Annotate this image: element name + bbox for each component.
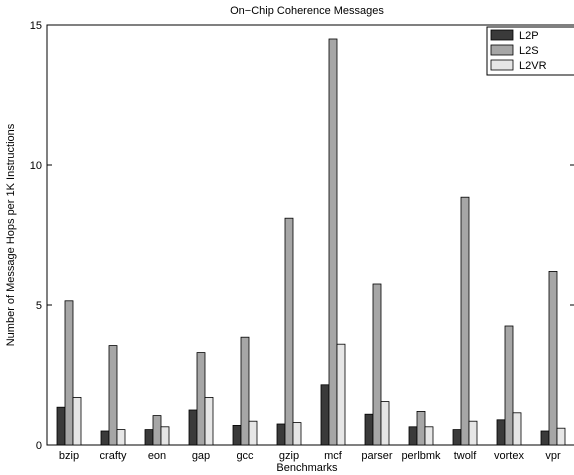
y-tick-label: 5: [36, 300, 42, 312]
bar-l2p-gzip: [276, 423, 286, 446]
bar-l2p-vortex: [496, 419, 506, 446]
legend-swatch-l2vr: [490, 59, 514, 71]
bar-l2s-parser: [372, 283, 382, 446]
x-axis-label: Benchmarks: [276, 462, 338, 474]
plot-area-frame: [46, 24, 574, 446]
bar-l2s-twolf: [460, 196, 470, 446]
bar-l2vr-gzip: [292, 422, 302, 446]
bar-l2p-crafty: [100, 430, 110, 446]
bar-l2s-gap: [196, 352, 206, 446]
x-tick-label: vpr: [545, 450, 561, 462]
bar-l2vr-vpr: [556, 427, 566, 446]
x-tick-label: gap: [192, 450, 210, 462]
bar-l2p-bzip: [56, 406, 66, 446]
bar-l2vr-vortex: [512, 412, 522, 446]
bar-l2s-bzip: [64, 300, 74, 446]
bar-l2vr-crafty: [116, 429, 126, 446]
bar-l2s-eon: [152, 415, 162, 446]
x-tick-label: twolf: [454, 450, 478, 462]
bar-l2vr-perlbmk: [424, 426, 434, 446]
bar-l2s-crafty: [108, 345, 118, 446]
x-tick-label: eon: [148, 450, 166, 462]
bar-l2p-gcc: [232, 424, 242, 446]
bar-l2vr-twolf: [468, 420, 478, 446]
bar-l2s-vpr: [548, 270, 558, 446]
legend-swatch-l2s: [490, 44, 514, 56]
y-tick-label: 0: [36, 440, 42, 452]
legend-label-l2vr: L2VR: [519, 60, 547, 72]
y-axis: 0 5 10 15: [30, 20, 574, 452]
bar-l2p-parser: [364, 413, 374, 446]
bar-l2vr-mcf: [336, 343, 346, 446]
bar-l2p-vpr: [540, 430, 550, 446]
bar-marks: [56, 38, 566, 446]
x-tick-label: vortex: [494, 450, 524, 462]
x-axis: bzip crafty eon gap gcc gzip mcf parser perlbmk t…: [59, 450, 561, 462]
bar-l2s-gzip: [284, 217, 294, 446]
legend-label-l2p: L2P: [519, 30, 539, 42]
x-tick-label: gzip: [279, 450, 299, 462]
bar-l2p-gap: [188, 409, 198, 446]
legend-label-l2s: L2S: [519, 45, 539, 57]
bar-l2vr-gap: [204, 396, 214, 446]
bar-l2s-perlbmk: [416, 410, 426, 446]
bar-l2p-eon: [144, 429, 154, 446]
x-tick-label: crafty: [100, 450, 127, 462]
bar-l2s-vortex: [504, 325, 514, 446]
y-tick-label: 15: [30, 20, 42, 32]
bar-l2p-perlbmk: [408, 426, 418, 446]
x-tick-label: gcc: [236, 450, 254, 462]
y-tick-label: 10: [30, 160, 42, 172]
bar-l2p-twolf: [452, 429, 462, 446]
x-tick-label: bzip: [59, 450, 79, 462]
bar-l2s-gcc: [240, 336, 250, 446]
bar-l2vr-parser: [380, 401, 390, 446]
bar-l2vr-eon: [160, 426, 170, 446]
legend-swatch-l2p: [490, 29, 514, 41]
legend: L2P L2S L2VR: [486, 26, 574, 76]
bar-l2vr-gcc: [248, 420, 258, 446]
bar-l2p-mcf: [320, 384, 330, 446]
x-tick-label: mcf: [324, 450, 343, 462]
x-tick-label: parser: [361, 450, 393, 462]
chart-title: On−Chip Coherence Messages: [230, 5, 384, 17]
y-axis-label: Number of Message Hops per 1K Instructio…: [5, 123, 17, 346]
x-tick-label: perlbmk: [401, 450, 441, 462]
bar-l2s-mcf: [328, 38, 338, 446]
bar-l2vr-bzip: [72, 396, 82, 446]
